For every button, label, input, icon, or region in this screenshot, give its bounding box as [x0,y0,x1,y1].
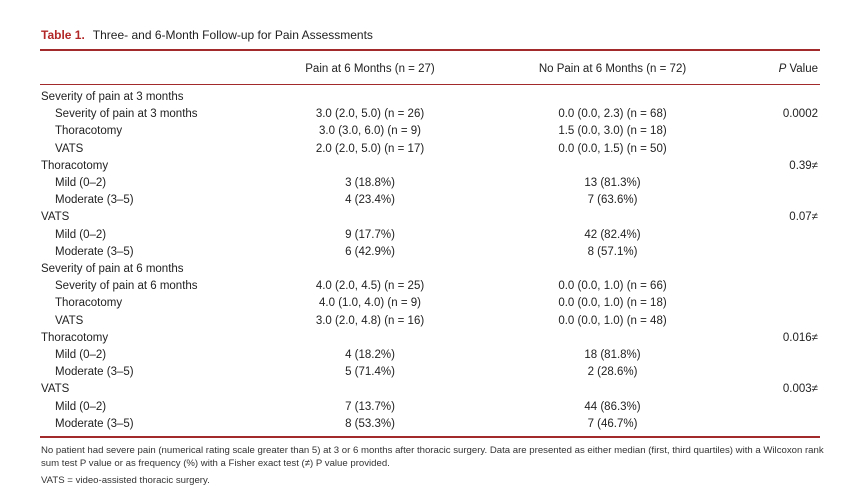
row-label: Moderate (3–5) [55,194,134,207]
cell-pain: 3.0 (3.0, 6.0) (n = 9) [319,125,421,138]
row-heading: Thoracotomy [41,159,109,172]
row-heading: Severity of pain at 3 months [41,91,184,103]
cell-pain: 3 (18.8%) [345,177,395,189]
cell-no-pain: 44 (86.3%) [584,400,641,413]
cell-pain: 3.0 (2.0, 5.0) (n = 26) [315,108,425,121]
cell-no-pain: 0.0 (0.0, 1.0) (n = 18) [558,297,667,310]
p-italic: P [778,63,787,75]
cell-no-pain: 42 (82.4%) [584,228,641,241]
row-label: VATS [55,142,84,155]
cell-pain: 5 (71.4%) [345,366,395,379]
cell-p-value: 0.0002 [782,108,818,121]
cell-no-pain: 18 (81.8%) [584,349,641,361]
row-label: Moderate (3–5) [55,417,134,430]
row-label: Thoracotomy [55,125,123,138]
cell-pain: 4 (18.2%) [345,349,395,361]
row-label: Mild (0–2) [55,228,107,241]
row-label: Mild (0–2) [55,177,107,189]
cell-no-pain: 8 (57.1%) [587,245,638,258]
cell-p-value: 0.016≠ [782,331,818,344]
cell-pain: 9 (17.7%) [345,228,395,241]
row-heading: VATS [41,211,70,224]
table-caption: Three- and 6-Month Follow-up for Pain As… [92,28,373,42]
row-label: VATS [55,314,84,327]
row-label: Moderate (3–5) [55,366,134,379]
cell-no-pain: 0.0 (0.0, 1.0) (n = 66) [558,280,667,293]
cell-p-value: 0.39≠ [789,159,818,172]
header-rule [40,84,820,85]
row-label: Thoracotomy [55,297,123,310]
p-rest: Value [789,63,818,75]
footnote: No patient had severe pain (numerical ra… [41,445,824,469]
row-label: Mild (0–2) [55,400,107,413]
cell-pain: 4.0 (2.0, 4.5) (n = 25) [315,280,425,293]
table-label: Table 1. [41,28,85,42]
cell-no-pain: 0.0 (0.0, 1.0) (n = 48) [558,314,667,327]
row-label: Moderate (3–5) [55,245,134,258]
column-header: No Pain at 6 Months (n = 72) [538,63,687,75]
cell-no-pain: 0.0 (0.0, 1.5) (n = 50) [558,142,667,155]
row-heading: VATS [41,383,70,396]
row-heading: Severity of pain at 6 months [41,263,184,275]
cell-p-value: 0.07≠ [789,211,818,224]
cell-pain: 7 (13.7%) [345,400,395,413]
row-label: Severity of pain at 3 months [55,108,198,121]
cell-pain: 4 (23.4%) [345,194,395,207]
row-heading: Thoracotomy [41,331,109,344]
cell-no-pain: 2 (28.6%) [587,366,638,379]
cell-pain: 6 (42.9%) [345,245,395,258]
cell-pain: 4.0 (1.0, 4.0) (n = 9) [319,297,421,310]
row-label: Severity of pain at 6 months [55,280,198,293]
cell-pain: 3.0 (2.0, 4.8) (n = 16) [315,314,425,327]
bottom-rule [40,436,820,438]
table-title: Table 1. Three- and 6-Month Follow-up for… [41,28,373,42]
column-header: P Value [779,63,818,75]
top-rule [40,49,820,51]
row-label: Mild (0–2) [55,349,107,361]
column-header: Pain at 6 Months (n = 27) [305,63,435,75]
cell-no-pain: 13 (81.3%) [584,177,641,189]
cell-no-pain: 0.0 (0.0, 2.3) (n = 68) [558,108,667,121]
cell-pain: 2.0 (2.0, 5.0) (n = 17) [315,142,425,155]
cell-pain: 8 (53.3%) [345,417,395,430]
cell-no-pain: 1.5 (0.0, 3.0) (n = 18) [558,125,667,138]
cell-no-pain: 7 (63.6%) [587,194,638,207]
footnote: VATS = video-assisted thoracic surgery. [41,475,210,486]
cell-no-pain: 7 (46.7%) [587,417,638,430]
cell-p-value: 0.003≠ [782,383,818,396]
